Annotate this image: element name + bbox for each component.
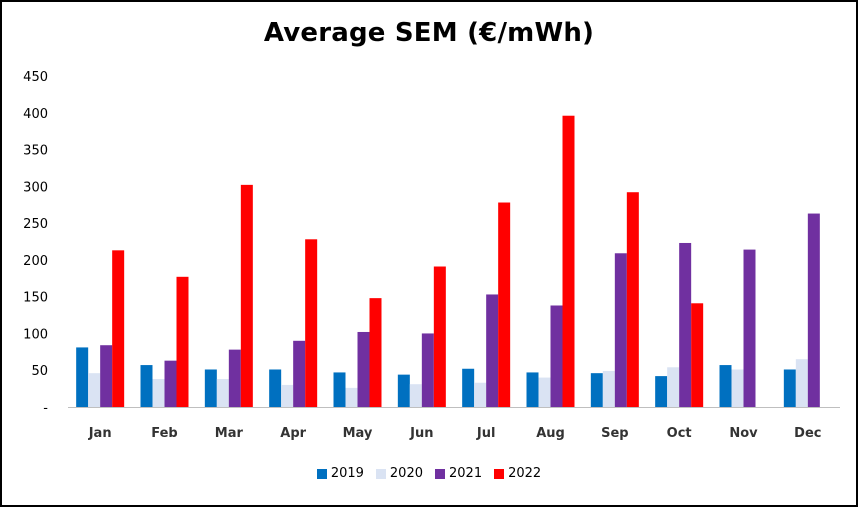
bar-2021-mar — [228, 349, 241, 407]
bar-2021-dec — [807, 213, 820, 407]
bar-2020-oct — [667, 367, 680, 407]
legend-swatch — [435, 468, 445, 479]
legend-item-2019: 2019 — [316, 466, 364, 481]
bar-2022-apr — [305, 239, 318, 407]
bar-2020-mar — [216, 379, 229, 407]
bar-2020-feb — [152, 379, 165, 407]
bar-2021-jul — [486, 294, 499, 407]
bar-2022-jan — [112, 250, 125, 407]
bar-2019-may — [333, 372, 346, 407]
x-tick-label-apr: Apr — [280, 426, 306, 441]
legend-label: 2019 — [330, 466, 364, 481]
bar-2020-may — [345, 387, 358, 407]
y-tick-label: 150 — [23, 291, 48, 306]
bar-2020-sep — [602, 370, 615, 407]
bar-2019-dec — [783, 369, 796, 407]
y-tick-label: 300 — [23, 180, 48, 195]
bar-2021-jan — [100, 345, 113, 407]
bar-2021-feb — [164, 360, 177, 407]
bar-2019-aug — [526, 372, 539, 407]
bar-2019-sep — [590, 373, 603, 407]
bars — [76, 115, 820, 407]
chart-title: Average SEM (€/mWh) — [263, 18, 595, 48]
y-tick-label: 350 — [23, 144, 48, 159]
y-tick-label: - — [43, 401, 48, 416]
bar-2022-mar — [240, 184, 253, 407]
bar-2020-jan — [88, 373, 101, 407]
bar-2019-apr — [269, 369, 282, 407]
y-tick-label: 50 — [31, 364, 48, 379]
x-tick-label-mar: Mar — [215, 426, 244, 441]
x-tick-label-jan: Jan — [88, 426, 112, 441]
legend-label: 2020 — [389, 466, 423, 481]
legend-label: 2021 — [449, 466, 483, 481]
x-tick-label-sep: Sep — [601, 426, 629, 441]
x-tick-label-dec: Dec — [794, 426, 821, 441]
bar-2019-jul — [462, 368, 475, 407]
x-tick-label-jun: Jun — [409, 426, 433, 441]
bar-2021-nov — [743, 249, 756, 407]
x-tick-label-nov: Nov — [729, 426, 758, 441]
bar-2020-apr — [281, 384, 294, 407]
y-tick-label: 100 — [23, 327, 48, 342]
legend-item-2022: 2022 — [494, 466, 541, 481]
bar-2022-may — [369, 298, 382, 407]
x-tick-label-feb: Feb — [151, 426, 177, 441]
bar-2022-oct — [691, 303, 704, 407]
x-tick-label-may: May — [343, 426, 373, 441]
bar-2021-sep — [614, 253, 627, 407]
y-axis-ticks: - 50 100 150 200 250 300 350 400 450 — [23, 70, 48, 416]
bar-2021-aug — [550, 305, 563, 407]
legend-item-2021: 2021 — [435, 466, 482, 481]
bar-2020-jul — [474, 382, 487, 407]
x-tick-label-jul: Jul — [476, 426, 496, 441]
bar-2022-aug — [562, 115, 575, 407]
bar-2021-jun — [421, 333, 434, 407]
legend-label: 2022 — [508, 466, 542, 481]
bar-2021-apr — [293, 340, 306, 407]
legend-swatch — [316, 468, 327, 479]
y-tick-label: 450 — [23, 70, 48, 85]
x-tick-label-aug: Aug — [536, 426, 565, 441]
bar-2022-feb — [176, 276, 189, 407]
bar-2019-jun — [397, 374, 410, 407]
bar-2019-jan — [76, 347, 89, 407]
x-tick-label-oct: Oct — [667, 426, 692, 441]
legend-item-2020: 2020 — [375, 466, 423, 481]
bar-2019-nov — [719, 365, 732, 407]
bar-2019-feb — [140, 365, 153, 407]
bar-2020-aug — [538, 377, 551, 407]
legend: 2019 2020 2021 2022 — [0, 466, 858, 481]
bar-2019-mar — [204, 369, 217, 407]
bar-2020-jun — [409, 384, 422, 407]
x-axis-labels: Jan Feb Mar Apr May Jun Jul Aug Sep Oct Nov Dec — [88, 426, 822, 441]
bar-2022-sep — [626, 192, 639, 407]
y-tick-label: 400 — [23, 107, 48, 122]
bar-2022-jun — [433, 266, 446, 407]
y-tick-label: 200 — [23, 254, 48, 269]
y-tick-label: 250 — [23, 217, 48, 232]
bar-2020-nov — [731, 369, 744, 407]
bar-2021-may — [357, 331, 370, 407]
bar-2021-oct — [679, 242, 692, 407]
bar-2020-dec — [795, 359, 808, 407]
bar-2022-jul — [498, 202, 511, 407]
legend-swatch — [375, 468, 386, 479]
legend-swatch — [494, 468, 505, 479]
bar-2019-oct — [655, 376, 668, 407]
